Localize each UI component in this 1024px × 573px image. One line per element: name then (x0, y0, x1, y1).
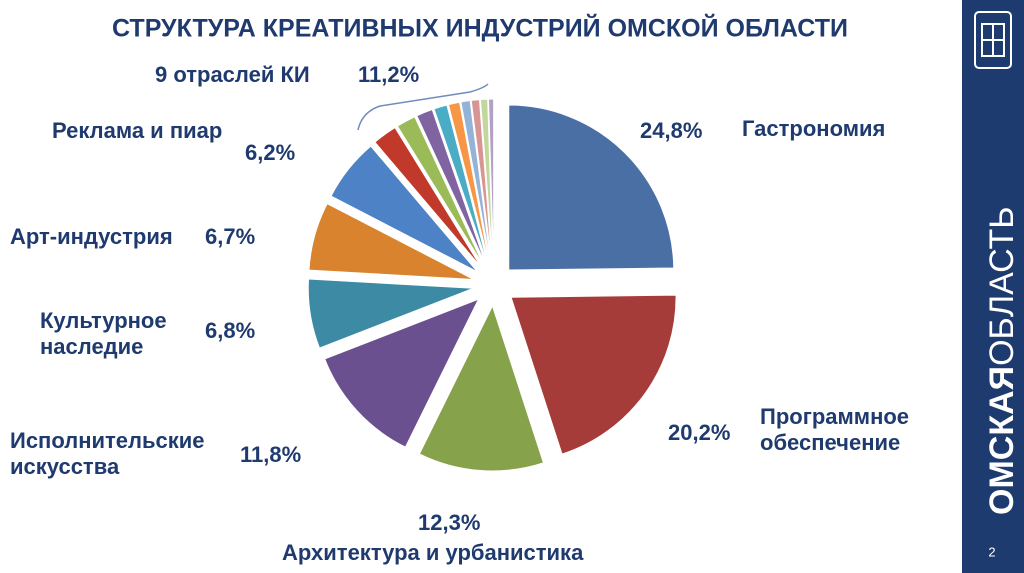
logo (974, 11, 1012, 69)
group-brace (357, 83, 489, 131)
value-label: 20,2% (668, 420, 731, 445)
pie-slice (307, 278, 474, 349)
brand-bold: ОМСКАЯ (983, 366, 1021, 515)
value-label: 11,8% (240, 442, 302, 467)
pie-slice (447, 101, 490, 265)
chart-title: СТРУКТУРА КРЕАТИВНЫХ ИНДУСТРИЙ ОМСКОЙ ОБ… (112, 13, 848, 43)
pie-slice (330, 145, 478, 273)
category-label: Культурное наследие (40, 308, 167, 359)
value-label: 12,3% (418, 510, 481, 535)
pie-slice (418, 304, 545, 472)
sidebar (962, 0, 1024, 573)
category-label: Гастрономия (742, 116, 886, 141)
value-label: 6,7% (205, 224, 256, 249)
value-label: 6,8% (205, 318, 256, 343)
pie-slice (416, 108, 487, 266)
pie-slice (479, 98, 494, 265)
pie-slice (470, 99, 493, 265)
pie-slice (324, 298, 480, 448)
group-value-label: 11,2% (358, 62, 420, 87)
category-label: Исполнительские искусства (10, 428, 205, 479)
pie-slice (460, 99, 492, 265)
brand-light: ОБЛАСТЬ (983, 206, 1021, 366)
pie-slice (510, 294, 677, 455)
pie-slice (487, 98, 495, 265)
category-label: Архитектура и урбанистика (282, 540, 584, 565)
pie-slice (396, 116, 485, 267)
value-label: 24,8% (640, 118, 703, 143)
pie-slice (374, 126, 483, 269)
page-number: 2 (988, 544, 995, 559)
brand: ОМСКАЯОБЛАСТЬ (983, 206, 1021, 515)
pie-slice (433, 104, 489, 266)
group-label: 9 отраслей КИ (155, 62, 310, 87)
value-label: 6,2% (245, 140, 296, 165)
pie-slice (508, 104, 675, 271)
pie-slice (308, 202, 474, 280)
category-label: Реклама и пиар (52, 118, 223, 143)
category-label: Арт-индустрия (10, 224, 173, 249)
category-label: Программное обеспечение (760, 404, 910, 455)
logo-emblem (981, 23, 1005, 57)
